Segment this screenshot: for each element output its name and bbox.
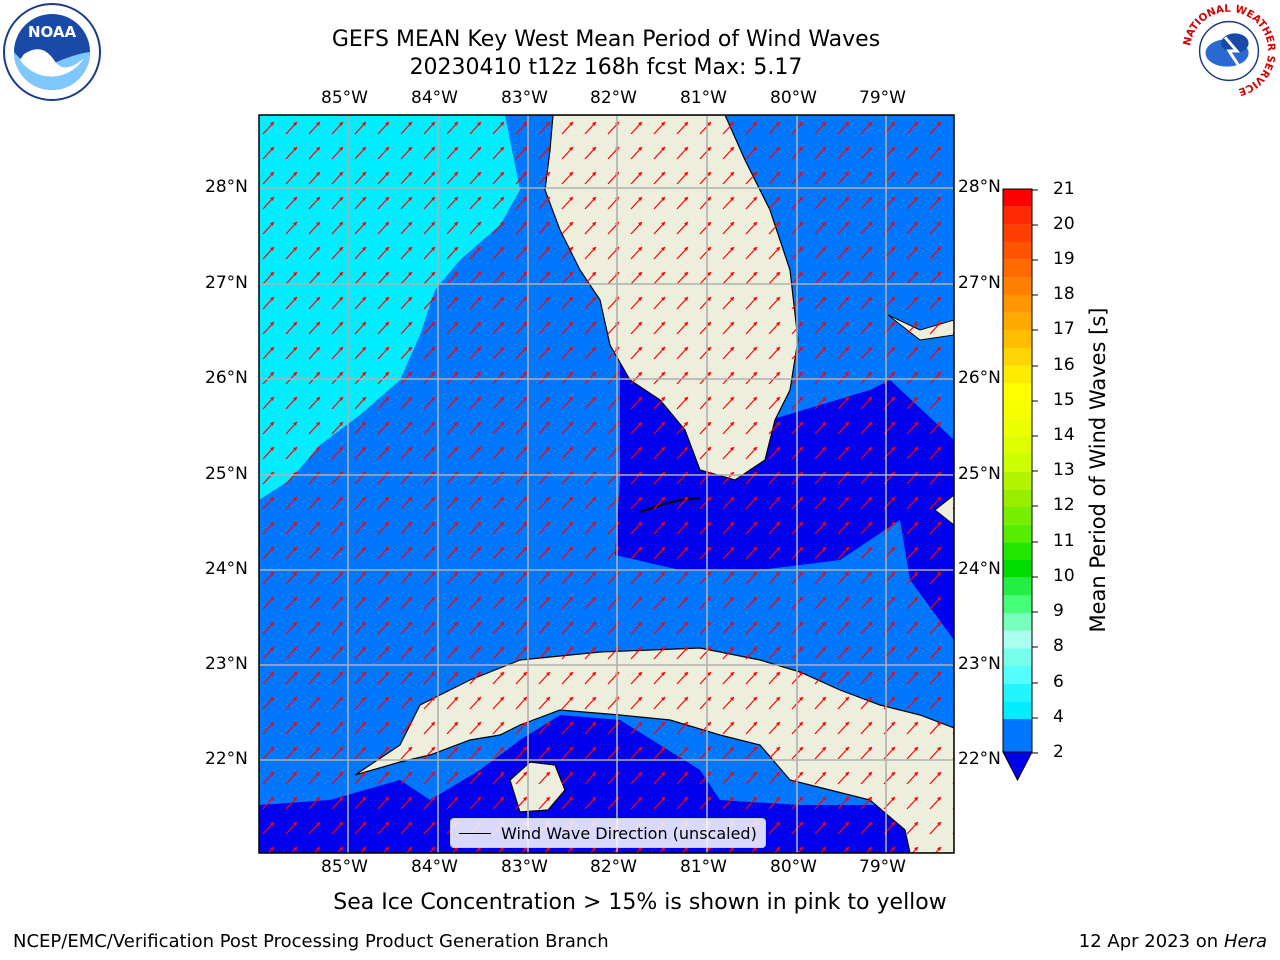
sea-ice-note: Sea Ice Concentration > 15% is shown in … xyxy=(333,890,947,915)
lat-tick-right-25n: 25°N xyxy=(958,464,1001,484)
colorbar-tick-10: 10 xyxy=(1053,566,1075,586)
noaa-logo: NOAA xyxy=(3,3,101,101)
colorbar-tick-16: 16 xyxy=(1053,355,1075,375)
lon-tick-bottom-79w: 79°W xyxy=(859,857,906,877)
lon-tick-top-81w: 81°W xyxy=(680,88,727,108)
footer-credit: NCEP/EMC/Verification Post Processing Pr… xyxy=(13,931,609,952)
title-line-1: GEFS MEAN Key West Mean Period of Wind W… xyxy=(331,27,881,52)
lat-tick-left-23n: 23°N xyxy=(205,654,248,674)
lon-tick-bottom-82w: 82°W xyxy=(590,857,637,877)
colorbar-tick-18: 18 xyxy=(1053,284,1075,304)
map-grid xyxy=(259,115,954,853)
lat-tick-left-24n: 24°N xyxy=(205,559,248,579)
colorbar-tick-15: 15 xyxy=(1053,390,1075,410)
lon-tick-bottom-84w: 84°W xyxy=(411,857,458,877)
wind-wave-direction-arrows xyxy=(259,115,954,853)
footer-date-text: 12 Apr 2023 on xyxy=(1078,931,1224,952)
lon-tick-bottom-85w: 85°W xyxy=(321,857,368,877)
colorbar-label: Mean Period of Wind Waves [s] xyxy=(1086,307,1110,633)
lon-tick-bottom-80w: 80°W xyxy=(770,857,817,877)
legend-label: Wind Wave Direction (unscaled) xyxy=(501,823,757,843)
lon-tick-top-82w: 82°W xyxy=(590,88,637,108)
lat-tick-left-27n: 27°N xyxy=(205,273,248,293)
lon-tick-bottom-83w: 83°W xyxy=(501,857,548,877)
colorbar-tick-11: 11 xyxy=(1053,531,1075,551)
nws-logo: NATIONAL WEATHER SERVICE xyxy=(1181,3,1277,99)
chart-title: GEFS MEAN Key West Mean Period of Wind W… xyxy=(0,26,1280,82)
lat-tick-left-26n: 26°N xyxy=(205,368,248,388)
lon-tick-top-83w: 83°W xyxy=(501,88,548,108)
lon-tick-top-79w: 79°W xyxy=(859,88,906,108)
noaa-logo-text: NOAA xyxy=(28,23,77,41)
lat-tick-left-28n: 28°N xyxy=(205,177,248,197)
colorbar-tick-9: 9 xyxy=(1053,601,1064,621)
map-area xyxy=(259,115,954,853)
colorbar-tick-20: 20 xyxy=(1053,214,1075,234)
colorbar-tick-13: 13 xyxy=(1053,460,1075,480)
colorbar-tick-19: 19 xyxy=(1053,249,1075,269)
lat-tick-left-25n: 25°N xyxy=(205,464,248,484)
colorbar-tick-14: 14 xyxy=(1053,425,1075,445)
footer-host: Hera xyxy=(1223,931,1267,952)
colorbar-tick-4: 4 xyxy=(1053,707,1064,727)
lat-tick-right-28n: 28°N xyxy=(958,177,1001,197)
colorbar-tick-8: 8 xyxy=(1053,636,1064,656)
colorbar-tick-6: 6 xyxy=(1053,672,1064,692)
colorbar-tick-12: 12 xyxy=(1053,495,1075,515)
map-frame xyxy=(258,114,955,854)
lon-tick-top-85w: 85°W xyxy=(321,88,368,108)
footer-date: 12 Apr 2023 on Hera xyxy=(1079,931,1267,952)
lat-tick-left-22n: 22°N xyxy=(205,749,248,769)
lat-tick-right-27n: 27°N xyxy=(958,273,1001,293)
lat-tick-right-22n: 22°N xyxy=(958,749,1001,769)
title-line-2: 20230410 t12z 168h fcst Max: 5.17 xyxy=(409,55,803,80)
lat-tick-right-26n: 26°N xyxy=(958,368,1001,388)
lon-tick-bottom-81w: 81°W xyxy=(680,857,727,877)
colorbar xyxy=(1002,188,1038,782)
lon-tick-top-80w: 80°W xyxy=(770,88,817,108)
colorbar-tick-2: 2 xyxy=(1053,742,1064,762)
map-legend: Wind Wave Direction (unscaled) xyxy=(450,818,766,848)
lon-tick-top-84w: 84°W xyxy=(411,88,458,108)
legend-line-swatch xyxy=(459,832,491,834)
lat-tick-right-23n: 23°N xyxy=(958,654,1001,674)
lat-tick-right-24n: 24°N xyxy=(958,559,1001,579)
colorbar-tick-21: 21 xyxy=(1053,179,1075,199)
colorbar-tick-17: 17 xyxy=(1053,319,1075,339)
